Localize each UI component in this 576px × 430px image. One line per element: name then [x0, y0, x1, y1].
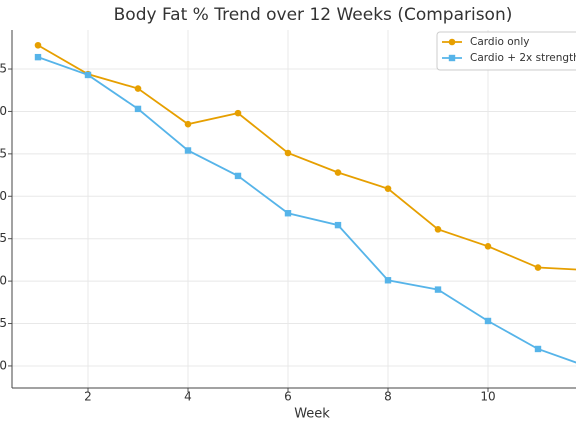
data-point — [84, 71, 92, 79]
y-tick-label: 23.0 — [0, 274, 7, 288]
data-point — [434, 286, 442, 293]
chart-title: Body Fat % Trend over 12 Weeks (Comparis… — [114, 5, 513, 25]
y-tick-label: 23.5 — [0, 231, 7, 245]
y-tick-label: 25.5 — [0, 62, 7, 76]
legend-frame — [436, 31, 576, 71]
data-point — [484, 317, 492, 325]
x-tick-label: 6 — [284, 390, 292, 404]
x-tick-label: 4 — [184, 390, 192, 404]
data-point — [34, 41, 42, 49]
data-point — [284, 210, 292, 217]
data-point — [134, 85, 142, 92]
data-point — [534, 345, 542, 353]
y-tick-label: 22.5 — [0, 316, 7, 330]
x-axis-label: Week — [294, 407, 330, 422]
y-tick-label: 24.5 — [0, 146, 7, 160]
x-tick-label: 2 — [84, 390, 92, 404]
legend-marker — [448, 38, 456, 46]
data-point — [184, 120, 192, 128]
data-point — [134, 105, 142, 113]
series-line — [37, 44, 576, 271]
y-tick-label: 24.0 — [0, 189, 7, 203]
data-point — [234, 109, 242, 117]
data-point — [184, 147, 192, 154]
data-point — [384, 277, 392, 284]
x-tick-label: 8 — [384, 390, 392, 404]
legend-label: Cardio only — [470, 36, 529, 48]
data-point — [334, 221, 342, 229]
data-point — [334, 169, 342, 176]
data-point — [234, 172, 242, 180]
data-point — [434, 226, 442, 233]
data-point — [384, 185, 392, 192]
data-point — [484, 243, 492, 250]
x-tick-label: 10 — [480, 390, 495, 404]
y-tick-label: 22.0 — [0, 358, 7, 372]
legend-marker — [448, 54, 456, 62]
data-point — [534, 264, 542, 271]
legend-label: Cardio + 2x strength — [470, 52, 576, 64]
data-point — [284, 149, 292, 157]
y-tick-label: 25.0 — [0, 104, 7, 118]
data-point — [34, 53, 42, 61]
series-line — [37, 56, 576, 364]
